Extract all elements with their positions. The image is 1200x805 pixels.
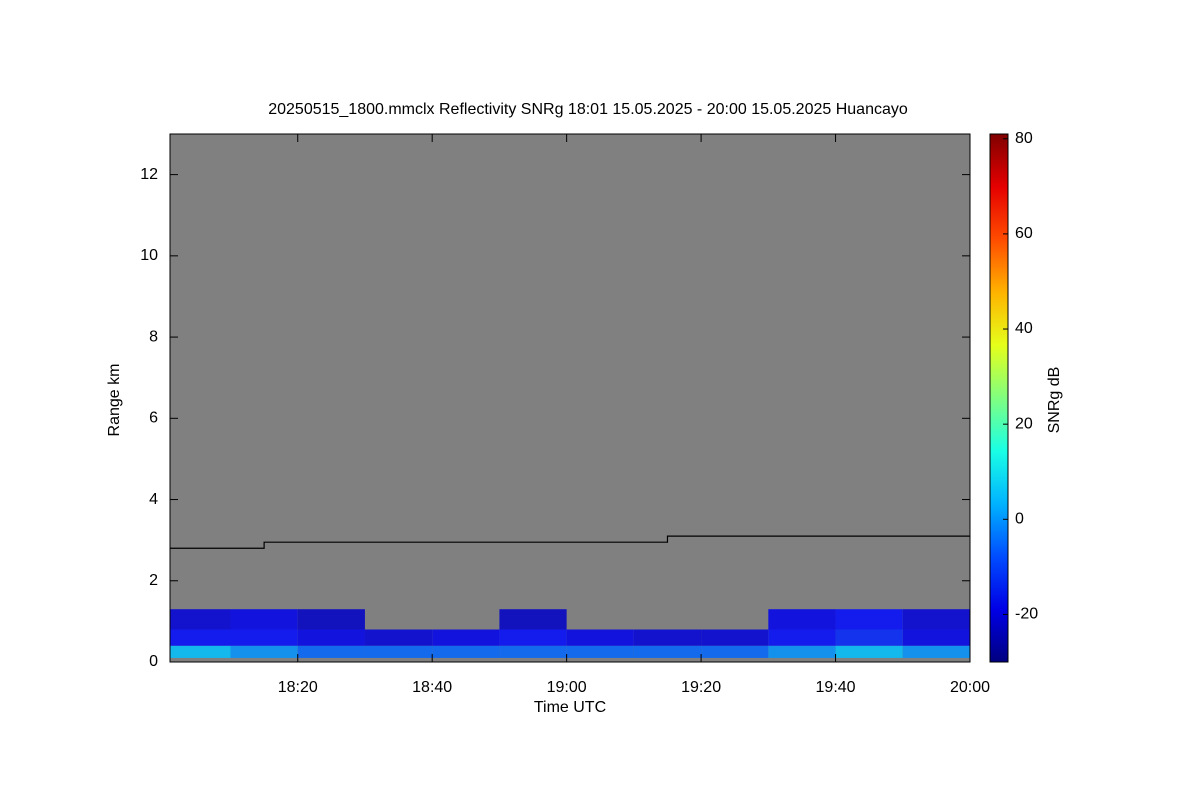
colorbar-tick-label: 40 bbox=[1015, 320, 1033, 337]
heatmap-cell bbox=[364, 645, 433, 658]
x-tick-label: 20:00 bbox=[950, 679, 990, 696]
heatmap-cell bbox=[566, 645, 634, 658]
heatmap-cell bbox=[170, 645, 231, 658]
heatmap-cell bbox=[566, 629, 634, 646]
plot-frame bbox=[169, 133, 971, 663]
y-tick-label: 8 bbox=[149, 328, 158, 345]
heatmap-cell bbox=[835, 645, 903, 658]
y-tick-label: 6 bbox=[149, 410, 158, 427]
colorbar-tick-label: 60 bbox=[1015, 225, 1033, 242]
colorbar-tick-label: 80 bbox=[1015, 130, 1033, 147]
y-tick-label: 12 bbox=[140, 166, 158, 183]
colorbar-tick-label: -20 bbox=[1015, 606, 1038, 623]
x-tick-label: 18:20 bbox=[278, 679, 318, 696]
heatmap-cell bbox=[297, 609, 365, 630]
colorbar-tick-label: 20 bbox=[1015, 415, 1033, 432]
heatmap-cell bbox=[499, 609, 567, 630]
y-tick-label: 2 bbox=[149, 572, 158, 589]
chart-title: 20250515_1800.mmclx Reflectivity SNRg 18… bbox=[268, 101, 908, 118]
colorbar-tick-label: 0 bbox=[1015, 511, 1024, 528]
y-tick-label: 10 bbox=[140, 247, 158, 264]
heatmap-cell bbox=[432, 645, 500, 658]
heatmap-cell bbox=[902, 645, 970, 658]
heatmap-cell bbox=[902, 609, 970, 630]
colorbar bbox=[989, 133, 1009, 663]
heatmap-cell bbox=[835, 609, 903, 630]
heatmap-cell bbox=[835, 629, 903, 646]
x-axis-label: Time UTC bbox=[534, 699, 606, 716]
boundary-line bbox=[170, 535, 970, 549]
heatmap-cell bbox=[768, 645, 836, 658]
heatmap-cell bbox=[902, 629, 970, 646]
heatmap-cell bbox=[230, 609, 298, 630]
heatmap-cell bbox=[364, 629, 433, 646]
heatmap-cell bbox=[499, 645, 567, 658]
heatmap-cell bbox=[432, 629, 500, 646]
y-axis-label: Range km bbox=[106, 364, 123, 437]
x-tick-label: 19:00 bbox=[547, 679, 587, 696]
heatmap-cell bbox=[768, 629, 836, 646]
x-tick-label: 18:40 bbox=[412, 679, 452, 696]
x-tick-label: 19:40 bbox=[816, 679, 856, 696]
heatmap-cell bbox=[230, 629, 298, 646]
heatmap-cell bbox=[701, 629, 769, 646]
heatmap-cell bbox=[170, 629, 231, 646]
heatmap-cell bbox=[297, 629, 365, 646]
heatmap-cell bbox=[701, 645, 769, 658]
y-tick-label: 0 bbox=[149, 653, 158, 670]
heatmap-cell bbox=[768, 609, 836, 630]
heatmap-cell bbox=[170, 609, 231, 630]
plot-background bbox=[170, 134, 970, 662]
heatmap-cell bbox=[633, 645, 702, 658]
heatmap bbox=[170, 535, 970, 658]
x-tick-label: 19:20 bbox=[681, 679, 721, 696]
heatmap-cell bbox=[297, 645, 365, 658]
heatmap-cell bbox=[230, 645, 298, 658]
heatmap-cell bbox=[499, 629, 567, 646]
heatmap-cell bbox=[633, 629, 702, 646]
colorbar-label: SNRg dB bbox=[1046, 367, 1063, 434]
y-tick-label: 4 bbox=[149, 491, 158, 508]
